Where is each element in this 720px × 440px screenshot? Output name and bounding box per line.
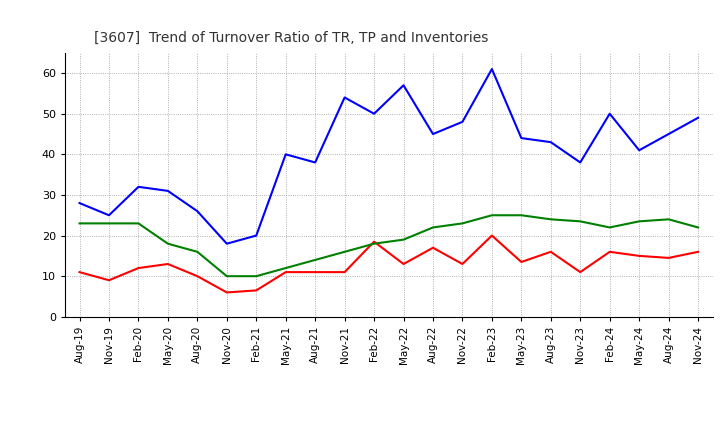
Trade Payables [104,213,113,218]
Trade Payables [134,184,143,190]
Trade Payables [665,132,673,137]
Text: [3607]  Trend of Turnover Ratio of TR, TP and Inventories: [3607] Trend of Turnover Ratio of TR, TP… [94,31,488,45]
Trade Receivables [399,261,408,267]
Inventories [665,216,673,222]
Trade Payables [487,66,496,72]
Inventories [635,219,644,224]
Trade Receivables [75,269,84,275]
Trade Payables [282,152,290,157]
Line: Trade Receivables: Trade Receivables [79,235,698,293]
Trade Payables [341,95,349,100]
Inventories [282,265,290,271]
Inventories [193,249,202,254]
Inventories [458,221,467,226]
Trade Payables [399,83,408,88]
Inventories [576,219,585,224]
Inventories [134,221,143,226]
Trade Payables [517,136,526,141]
Inventories [341,249,349,254]
Trade Receivables [370,239,379,244]
Trade Receivables [517,259,526,264]
Trade Payables [75,201,84,206]
Inventories [606,225,614,230]
Inventories [75,221,84,226]
Trade Payables [458,119,467,125]
Trade Receivables [222,290,231,295]
Trade Payables [606,111,614,116]
Trade Payables [694,115,703,121]
Trade Receivables [606,249,614,254]
Trade Receivables [193,274,202,279]
Trade Payables [163,188,172,194]
Inventories [487,213,496,218]
Inventories [104,221,113,226]
Trade Receivables [341,269,349,275]
Trade Payables [428,132,437,137]
Inventories [399,237,408,242]
Inventories [694,225,703,230]
Trade Receivables [665,255,673,260]
Trade Receivables [428,245,437,250]
Trade Receivables [282,269,290,275]
Trade Payables [370,111,379,116]
Trade Receivables [163,261,172,267]
Trade Payables [222,241,231,246]
Inventories [546,216,555,222]
Inventories [163,241,172,246]
Inventories [252,274,261,279]
Trade Payables [546,139,555,145]
Line: Trade Payables: Trade Payables [79,69,698,244]
Trade Receivables [311,269,320,275]
Inventories [428,225,437,230]
Line: Inventories: Inventories [79,215,698,276]
Trade Receivables [134,265,143,271]
Inventories [517,213,526,218]
Trade Payables [635,148,644,153]
Trade Receivables [635,253,644,259]
Inventories [222,274,231,279]
Trade Receivables [104,278,113,283]
Trade Receivables [694,249,703,254]
Inventories [370,241,379,246]
Trade Receivables [252,288,261,293]
Trade Payables [311,160,320,165]
Trade Receivables [458,261,467,267]
Trade Payables [193,209,202,214]
Inventories [311,257,320,263]
Trade Receivables [546,249,555,254]
Trade Receivables [487,233,496,238]
Trade Receivables [576,269,585,275]
Trade Payables [252,233,261,238]
Trade Payables [576,160,585,165]
